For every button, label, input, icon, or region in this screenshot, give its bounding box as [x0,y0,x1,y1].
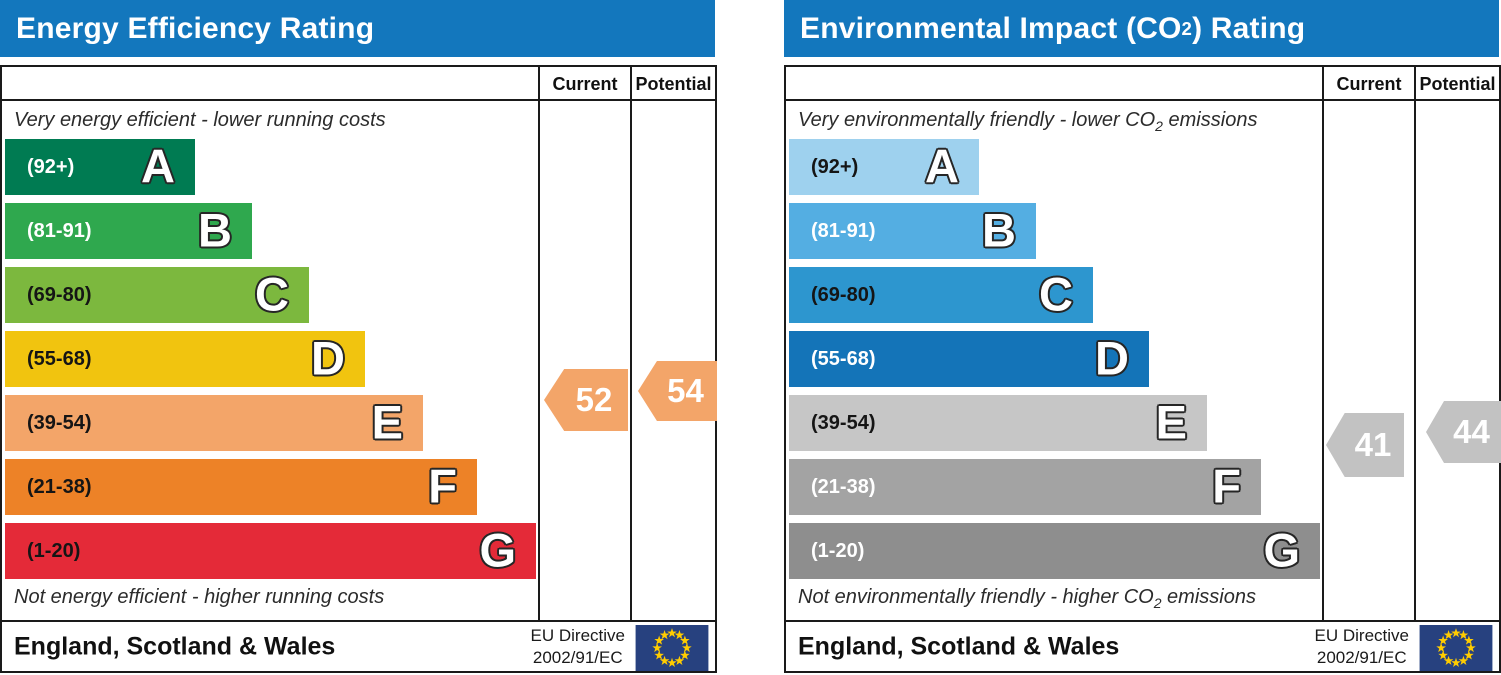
band-letter: A [925,139,959,193]
eu-directive-label: EU Directive 2002/91/EC [1315,624,1409,668]
band-a: (92+) A [789,139,979,195]
header-row [786,67,1499,101]
band-range-label: (55-68) [27,347,92,370]
current-rating-value: 41 [1354,426,1392,463]
band-letter: D [311,331,345,385]
band-range-label: (92+) [811,155,859,178]
rating-bands: (92+) A (81-91) B (69-80) C (55-68) D (3… [5,139,536,587]
band-c: (69-80) C [5,267,309,323]
band-range-label: (69-80) [811,283,876,306]
bottom-note: Not energy efficient - higher running co… [14,586,384,609]
bottom-note-tail: emissions [1161,586,1256,608]
band-range-label: (39-54) [811,411,876,434]
band-letter: F [428,459,457,513]
column-divider [1322,67,1324,620]
column-divider [1414,67,1416,620]
band-d: (55-68) D [5,331,365,387]
eu-flag-icon [635,625,709,671]
band-letter: B [198,203,232,257]
band-f: (21-38) F [789,459,1261,515]
column-divider [630,67,632,620]
potential-column-header: Potential [1419,73,1496,94]
eu-flag-icon [1419,625,1493,671]
band-range-label: (21-38) [811,475,876,498]
current-column-header: Current [552,73,618,94]
eu-directive-label: EU Directive 2002/91/EC [531,624,625,668]
panel-title-text: Environmental Impact (CO [800,11,1182,45]
band-range-label: (55-68) [811,347,876,370]
band-c: (69-80) C [789,267,1093,323]
band-letter: G [479,523,516,577]
band-letter: A [141,139,175,193]
panel-title: Energy Efficiency Rating [0,0,715,57]
band-d: (55-68) D [789,331,1149,387]
panel-title-tail: ) Rating [1192,11,1306,45]
band-e: (39-54) E [5,395,423,451]
band-letter: F [1212,459,1241,513]
bottom-note-text: Not environmentally friendly - higher CO [798,586,1154,608]
band-f: (21-38) F [5,459,477,515]
rating-table: Current Potential Very energy efficient … [0,65,717,622]
eu-directive-line1: EU Directive [1314,625,1409,645]
band-range-label: (1-20) [27,539,81,562]
band-range-label: (81-91) [811,219,876,242]
bottom-note-sub: 2 [1153,595,1162,611]
current-rating-arrow: 52 [544,369,628,431]
band-letter: D [1095,331,1129,385]
eu-directive-line1: EU Directive [530,625,625,645]
panel-title-text: Energy Efficiency Rating [16,11,375,45]
band-b: (81-91) B [789,203,1036,259]
current-rating-arrow: 41 [1326,413,1404,477]
band-g: (1-20) G [5,523,536,579]
band-letter: C [255,267,289,321]
region-label: England, Scotland & Wales [798,632,1120,660]
bottom-note-text: Not energy efficient - higher running co… [14,586,385,608]
eu-flag-stars [652,628,692,667]
panel-footer: England, Scotland & Wales EU Directive 2… [784,620,1501,673]
column-divider [538,67,540,620]
potential-column-header: Potential [635,73,712,94]
rating-table: Current Potential Very environmentally f… [784,65,1501,622]
top-note-text: Very environmentally friendly - lower CO [798,109,1156,131]
top-note-sub: 2 [1155,118,1163,134]
band-range-label: (39-54) [27,411,92,434]
eu-directive-line2: 2002/91/EC [532,647,623,667]
current-column-header: Current [1336,73,1402,94]
potential-rating-arrow: 44 [1426,401,1501,463]
band-g: (1-20) G [789,523,1320,579]
bottom-note: Not environmentally friendly - higher CO… [798,586,1256,611]
region-label: England, Scotland & Wales [14,632,336,660]
band-range-label: (69-80) [27,283,92,306]
band-a: (92+) A [5,139,195,195]
current-rating-value: 52 [575,381,613,418]
band-range-label: (92+) [27,155,75,178]
band-range-label: (21-38) [27,475,92,498]
top-note: Very energy efficient - lower running co… [14,109,386,132]
top-note-text: Very energy efficient - lower running co… [14,109,386,131]
environmental-impact-panel: Environmental Impact (CO 2) Rating Curren… [784,0,1501,675]
top-note-tail: emissions [1162,109,1258,131]
eu-flag-stars [1436,628,1476,667]
band-range-label: (1-20) [811,539,865,562]
eu-directive-line2: 2002/91/EC [1316,647,1407,667]
panel-footer: England, Scotland & Wales EU Directive 2… [0,620,717,673]
band-b: (81-91) B [5,203,252,259]
panel-title: Environmental Impact (CO 2) Rating [784,0,1499,57]
band-range-label: (81-91) [27,219,92,242]
band-letter: E [371,395,403,449]
energy-efficiency-panel: Energy Efficiency Rating Current Potenti… [0,0,717,675]
band-letter: B [982,203,1016,257]
band-letter: C [1039,267,1073,321]
rating-bands: (92+) A (81-91) B (69-80) C (55-68) D (3… [789,139,1320,587]
band-e: (39-54) E [789,395,1207,451]
potential-rating-value: 44 [1453,413,1490,450]
band-letter: E [1155,395,1187,449]
header-row [2,67,715,101]
band-letter: G [1263,523,1300,577]
potential-rating-arrow: 54 [638,361,717,421]
top-note: Very environmentally friendly - lower CO… [798,109,1258,134]
potential-rating-value: 54 [667,372,704,409]
